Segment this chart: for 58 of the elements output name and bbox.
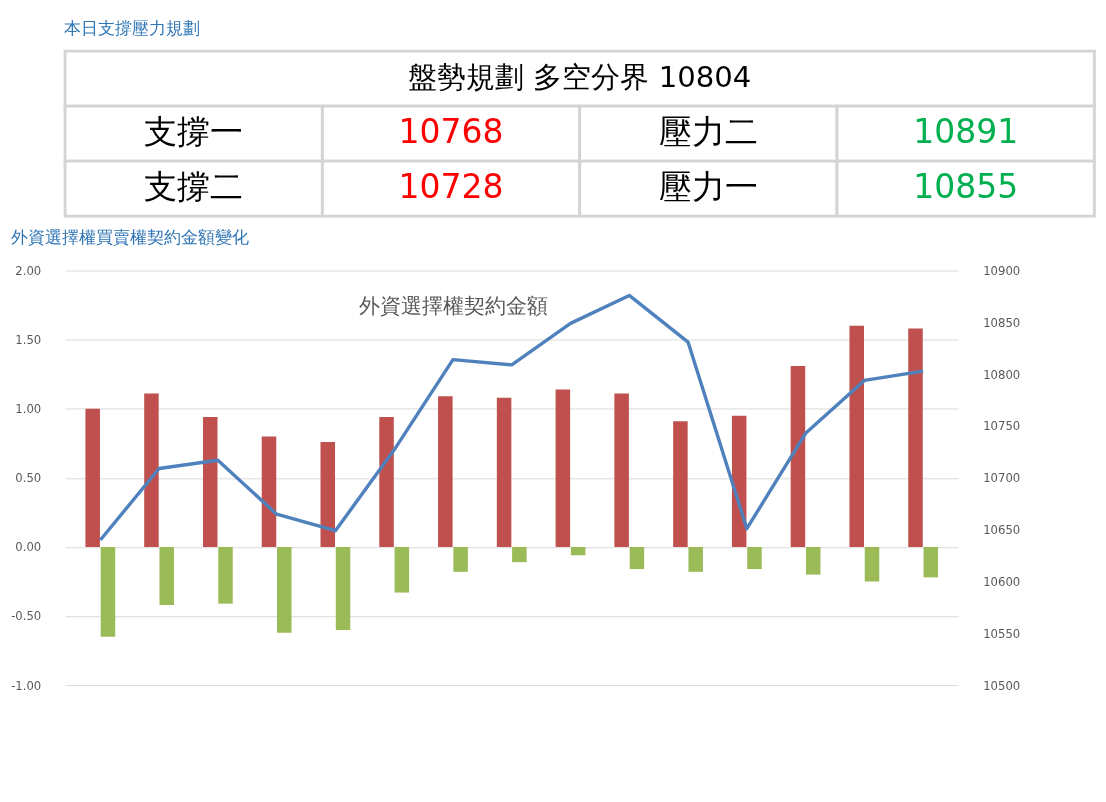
bar bbox=[555, 389, 571, 547]
y2-tick-label: 10800 bbox=[983, 367, 1021, 382]
bar bbox=[512, 546, 527, 563]
bar bbox=[85, 408, 100, 547]
bar bbox=[202, 417, 218, 547]
text: 壓力二 bbox=[658, 112, 758, 152]
bar bbox=[805, 546, 821, 575]
bar bbox=[570, 546, 586, 556]
bar bbox=[261, 436, 277, 547]
bar bbox=[747, 546, 762, 570]
text: 外資選擇權買賣權契約金額變化 bbox=[10, 227, 249, 248]
bar bbox=[438, 396, 453, 547]
text: 盤勢規劃 多空分界 10804 bbox=[408, 60, 752, 95]
text: 本日支撐壓力規劃 bbox=[63, 18, 200, 39]
y-tick-label: -0.50 bbox=[11, 609, 42, 624]
bar bbox=[673, 421, 688, 547]
bar bbox=[496, 397, 512, 547]
y-tick-label: 2.00 bbox=[15, 263, 42, 278]
y2-tick-label: 10900 bbox=[983, 263, 1021, 278]
text: 壓力一 bbox=[658, 167, 758, 207]
y2-tick-label: 10650 bbox=[983, 523, 1021, 538]
bar bbox=[144, 393, 159, 547]
text: 10768 bbox=[398, 112, 504, 152]
y2-tick-label: 10500 bbox=[983, 678, 1021, 693]
bar bbox=[159, 546, 174, 605]
bar bbox=[394, 546, 410, 593]
bar bbox=[218, 546, 233, 604]
bar bbox=[688, 546, 703, 572]
bar bbox=[790, 365, 806, 547]
bar bbox=[923, 546, 939, 578]
bar bbox=[849, 325, 864, 547]
text: 支撐二 bbox=[144, 167, 244, 207]
bar bbox=[320, 441, 336, 547]
y2-tick-label: 10700 bbox=[983, 471, 1021, 486]
y2-tick-label: 10600 bbox=[983, 574, 1021, 589]
bar bbox=[629, 546, 645, 570]
bar bbox=[453, 546, 468, 572]
y-tick-label: -1.00 bbox=[11, 678, 42, 693]
text: 外資選擇權契約金額 bbox=[358, 293, 548, 319]
text: 10728 bbox=[398, 167, 504, 207]
bar bbox=[277, 546, 292, 633]
text: 支撐一 bbox=[144, 112, 244, 152]
y-tick-label: 1.00 bbox=[15, 402, 42, 417]
text: 10855 bbox=[913, 167, 1019, 207]
bar bbox=[864, 546, 880, 582]
bar bbox=[335, 546, 351, 630]
y2-tick-label: 10850 bbox=[983, 315, 1021, 330]
text: 10891 bbox=[913, 112, 1019, 152]
y2-tick-label: 10550 bbox=[983, 626, 1021, 641]
y-tick-label: 1.50 bbox=[15, 333, 42, 348]
bar bbox=[100, 546, 116, 637]
y-tick-label: 0.50 bbox=[15, 471, 42, 486]
bar bbox=[379, 417, 394, 547]
line-series bbox=[98, 293, 925, 542]
y-tick-label: 0.00 bbox=[15, 540, 42, 555]
bar bbox=[614, 393, 629, 547]
y2-tick-label: 10750 bbox=[983, 419, 1021, 434]
bar bbox=[908, 328, 923, 547]
